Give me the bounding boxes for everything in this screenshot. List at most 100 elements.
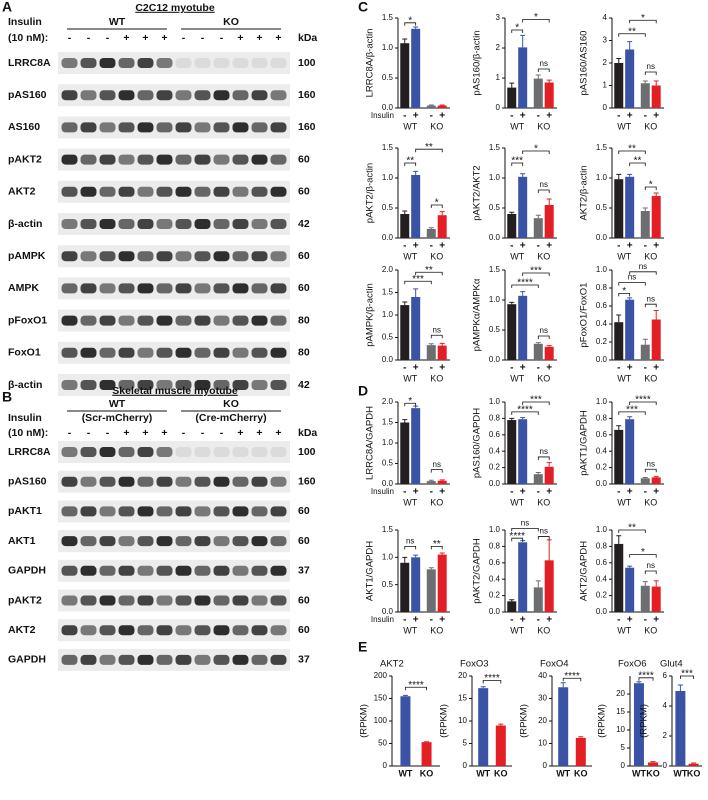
x-tick-label: + — [653, 241, 659, 252]
y-tick-label: 1.0 — [382, 552, 394, 561]
y-tick-label: 1 — [496, 73, 501, 82]
blot-band — [99, 654, 116, 665]
kda-value: 60 — [298, 505, 310, 517]
significance-label: ns — [647, 459, 655, 468]
group-label: KO — [430, 497, 443, 507]
error-bar — [402, 419, 408, 423]
significance-bracket — [511, 537, 524, 542]
blot-band — [99, 251, 116, 262]
blot-band — [194, 447, 211, 457]
significance-label: * — [408, 15, 412, 26]
blot-band — [175, 347, 192, 358]
blot-strip — [58, 213, 290, 235]
y-tick-label: 10 — [458, 716, 467, 725]
blot-band — [232, 447, 249, 457]
significance-label: * — [641, 547, 645, 558]
x-tick-label: - — [510, 363, 513, 374]
error-bar — [677, 684, 683, 691]
blot-band — [61, 219, 78, 229]
x-tick-label: - — [644, 111, 647, 122]
blot-band — [118, 506, 135, 517]
error-bar — [428, 343, 434, 346]
group-label: KO — [430, 373, 443, 383]
blot-band — [175, 476, 192, 487]
significance-bracket — [537, 456, 550, 460]
bar — [688, 763, 699, 766]
error-bar — [535, 214, 541, 219]
significance-bracket — [638, 677, 654, 681]
error-bar — [627, 173, 633, 177]
blot-band — [232, 347, 249, 358]
y-tick-label: 0.2 — [596, 591, 608, 600]
error-bar — [616, 173, 622, 180]
blot-band — [99, 186, 116, 197]
x-tick-label: WT — [673, 768, 687, 778]
kda-value: 60 — [298, 250, 310, 262]
y-axis-label: pAMPKα/AMPKα — [472, 278, 483, 351]
chart-title: FoxO4 — [540, 659, 569, 670]
y-tick-label: 0.0 — [382, 233, 394, 242]
significance-bracket — [522, 272, 550, 276]
significance-bracket — [430, 334, 443, 339]
insulin-sign: + — [142, 427, 148, 439]
insulin-sign: - — [87, 32, 91, 44]
insulin-sign: + — [275, 32, 281, 44]
y-tick-label: 1.0 — [382, 438, 394, 447]
blot-band — [156, 565, 173, 576]
blot-band — [80, 536, 97, 547]
y-axis-label: pAS160/AS160 — [579, 31, 590, 96]
bar — [411, 408, 421, 484]
x-tick-label: KO — [494, 768, 508, 778]
bar — [421, 742, 432, 766]
blot-band — [175, 154, 192, 165]
significance-label: ns — [540, 59, 548, 68]
blot-band — [194, 476, 211, 487]
group-label: WT — [510, 121, 524, 131]
group-label: KO — [644, 251, 657, 261]
significance-bracket — [430, 469, 443, 473]
blot-band — [137, 219, 154, 229]
blot-band — [61, 283, 78, 294]
x-tick-label: - — [403, 487, 406, 498]
bar — [544, 346, 554, 360]
bar — [437, 215, 447, 238]
significance-bracket — [644, 570, 657, 574]
blot-band — [61, 380, 78, 390]
blot-band — [194, 654, 211, 665]
y-tick-label: 1.0 — [382, 43, 394, 52]
x-tick-label: WT — [476, 768, 490, 778]
blot-band — [270, 380, 287, 390]
x-tick-label: + — [520, 487, 526, 498]
bar — [625, 419, 635, 484]
bar — [648, 762, 659, 766]
blot-band — [118, 315, 135, 326]
chart-title: FoxO3 — [460, 659, 489, 670]
y-tick-label: 2 — [603, 58, 608, 67]
kda-value: 42 — [298, 218, 310, 230]
blot-band — [80, 625, 97, 636]
y-tick-label: 0.5 — [489, 203, 501, 212]
blot-band — [270, 219, 287, 229]
blot-band — [61, 506, 78, 517]
error-bar — [616, 425, 622, 430]
y-tick-label: 1.0 — [489, 295, 501, 304]
bar — [495, 725, 506, 766]
blot-band — [232, 90, 249, 101]
blot-band — [118, 625, 135, 636]
significance-bracket — [511, 527, 539, 532]
significance-bracket — [562, 677, 582, 682]
blot-strip — [58, 245, 290, 268]
blot-band — [137, 122, 154, 133]
blot-band — [118, 476, 135, 487]
blot-band — [270, 506, 287, 517]
blot-band — [213, 283, 230, 294]
blot-band — [156, 595, 173, 606]
error-bar — [439, 211, 445, 216]
insulin-label: Insulin — [371, 615, 394, 624]
blot-band — [232, 595, 249, 606]
error-bar — [653, 80, 659, 86]
blot-strip — [58, 470, 290, 493]
y-axis-label: AKT2/GAPDH — [579, 541, 590, 601]
error-bar — [642, 80, 648, 84]
bar — [544, 466, 554, 484]
